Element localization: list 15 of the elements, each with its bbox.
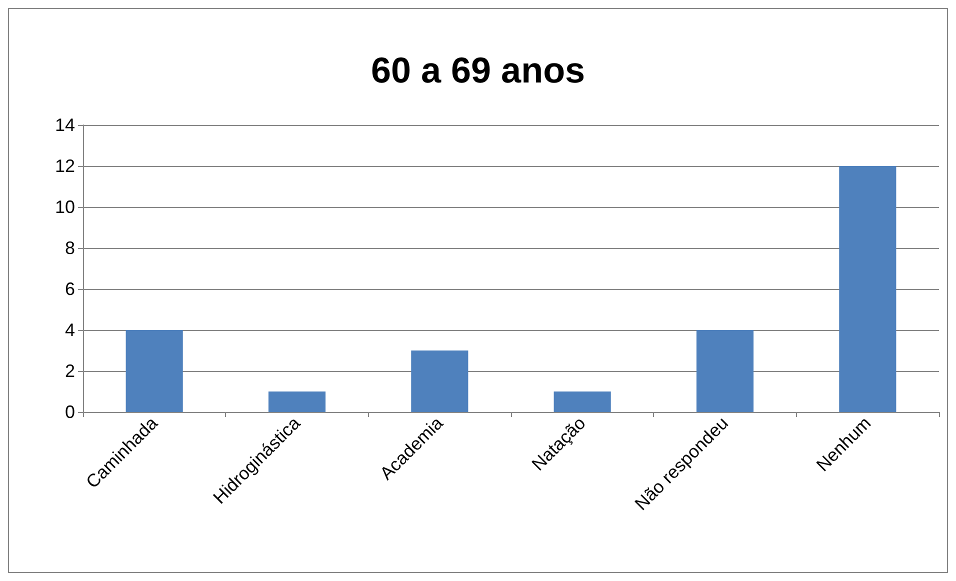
- y-tick-label: 8: [64, 238, 75, 258]
- bar: [126, 330, 183, 412]
- chart-title: 60 a 69 anos: [370, 50, 586, 90]
- bar: [268, 392, 326, 412]
- y-tick-label: 12: [54, 156, 75, 176]
- y-tick-label: 2: [64, 361, 75, 381]
- y-tick-label: 10: [54, 197, 75, 217]
- y-tick-label: 6: [64, 279, 75, 299]
- bar: [696, 330, 754, 412]
- bar: [554, 392, 611, 412]
- y-tick-label: 14: [54, 115, 75, 135]
- bar: [839, 166, 896, 412]
- bar: [411, 350, 468, 412]
- y-tick-label: 4: [64, 320, 75, 340]
- y-tick-label: 0: [64, 402, 75, 422]
